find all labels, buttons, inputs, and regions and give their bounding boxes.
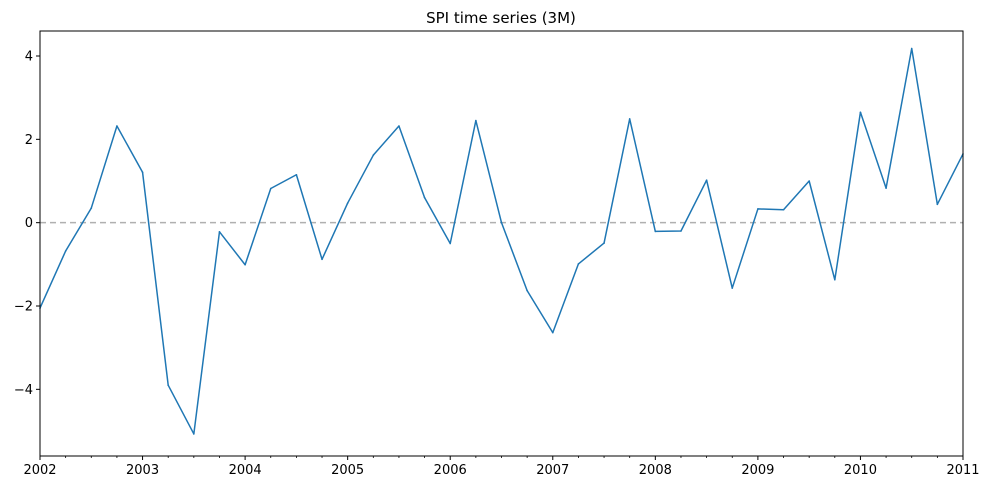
data-point bbox=[628, 118, 631, 120]
data-point bbox=[423, 196, 426, 199]
data-point bbox=[449, 242, 452, 245]
x-tick-label: 2003 bbox=[126, 463, 159, 478]
data-point bbox=[551, 331, 554, 334]
data-point bbox=[782, 208, 785, 211]
x-tick-label: 2011 bbox=[946, 463, 979, 478]
x-tick-label: 2008 bbox=[639, 463, 672, 478]
data-point bbox=[885, 187, 887, 189]
data-point bbox=[321, 258, 323, 261]
data-point bbox=[680, 230, 682, 232]
data-point bbox=[244, 263, 246, 266]
x-tick-label: 2002 bbox=[23, 463, 56, 478]
data-point bbox=[910, 47, 913, 50]
spi-series-line bbox=[39, 47, 964, 435]
data-point bbox=[808, 180, 810, 182]
y-tick-label: 4 bbox=[25, 50, 33, 65]
y-axis: −4 −2 0 2 4 bbox=[14, 50, 40, 398]
x-tick-label: 2004 bbox=[229, 463, 262, 478]
data-point bbox=[731, 287, 734, 289]
data-point bbox=[603, 242, 605, 244]
y-tick-label: −2 bbox=[14, 300, 33, 315]
data-point bbox=[936, 203, 939, 206]
data-point bbox=[475, 119, 477, 122]
data-point bbox=[398, 125, 400, 127]
data-point bbox=[295, 173, 298, 176]
x-tick-label: 2010 bbox=[844, 463, 877, 478]
data-point bbox=[526, 289, 528, 292]
data-point bbox=[218, 231, 221, 233]
x-tick-label: 2005 bbox=[331, 463, 364, 478]
data-point bbox=[90, 207, 93, 209]
y-tick-label: 0 bbox=[25, 216, 33, 231]
x-tick-label: 2009 bbox=[741, 463, 774, 478]
data-point bbox=[834, 278, 836, 281]
y-tick-label: −4 bbox=[14, 383, 33, 398]
x-tick-label: 2006 bbox=[434, 463, 467, 478]
x-tick-label: 2007 bbox=[536, 463, 569, 478]
y-tick-label: 2 bbox=[25, 133, 33, 148]
data-point bbox=[372, 154, 375, 156]
data-point bbox=[859, 111, 862, 114]
chart-title: SPI time series (3M) bbox=[426, 9, 576, 27]
data-point bbox=[654, 230, 657, 233]
x-axis: 2002 2003 2004 2005 2006 2007 2008 2009 2010 2011 bbox=[23, 456, 980, 478]
data-point bbox=[141, 171, 144, 174]
data-point bbox=[64, 250, 67, 252]
data-point bbox=[269, 187, 272, 190]
plot-frame bbox=[39, 30, 964, 457]
data-point bbox=[346, 202, 349, 204]
data-point bbox=[500, 221, 503, 224]
data-point bbox=[193, 433, 195, 435]
data-point bbox=[116, 125, 118, 127]
plot-area bbox=[39, 47, 964, 435]
data-point bbox=[757, 208, 759, 210]
data-point bbox=[577, 263, 580, 265]
data-point bbox=[167, 384, 169, 386]
data-point bbox=[705, 179, 708, 181]
